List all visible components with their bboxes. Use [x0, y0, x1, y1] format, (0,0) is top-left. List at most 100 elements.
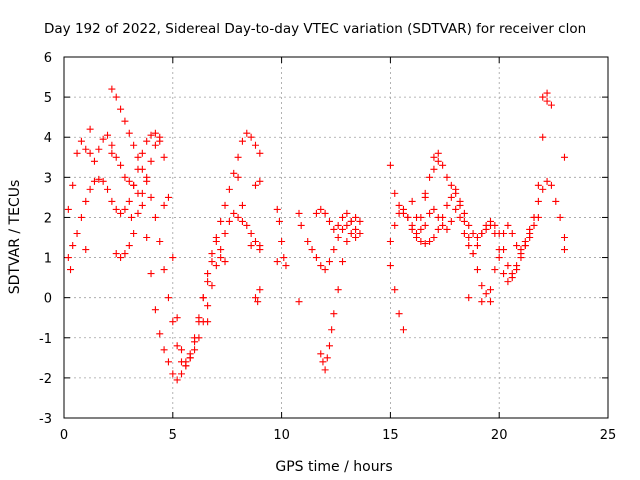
data-point	[273, 258, 281, 266]
data-point	[482, 290, 490, 298]
data-point	[426, 173, 434, 181]
data-point	[134, 209, 142, 217]
data-point	[73, 229, 81, 237]
data-point	[134, 153, 142, 161]
data-point	[212, 262, 220, 270]
data-point	[104, 131, 112, 139]
data-point	[243, 221, 251, 229]
data-point	[534, 213, 542, 221]
data-point	[86, 149, 94, 157]
data-point	[478, 229, 486, 237]
data-point	[504, 278, 512, 286]
data-point	[130, 181, 138, 189]
data-point	[443, 225, 451, 233]
data-point	[456, 197, 464, 205]
data-point	[212, 234, 220, 241]
x-tick-label: 15	[382, 428, 399, 443]
data-point	[530, 221, 538, 229]
data-point	[495, 254, 503, 262]
data-point	[230, 169, 238, 177]
data-point	[169, 370, 177, 378]
data-point	[334, 221, 342, 229]
data-point	[539, 185, 547, 193]
data-point	[430, 234, 438, 241]
data-point	[321, 266, 329, 274]
series-track-3	[108, 85, 225, 370]
data-point	[434, 157, 442, 165]
data-point	[247, 229, 255, 237]
data-point	[526, 229, 534, 237]
data-point	[164, 193, 172, 201]
data-point	[64, 205, 72, 213]
data-point	[560, 234, 568, 241]
data-point	[339, 258, 347, 266]
x-tick-label: 10	[273, 428, 290, 443]
data-point	[178, 346, 186, 354]
data-point	[275, 217, 283, 225]
data-point	[221, 258, 229, 266]
data-point	[225, 185, 233, 193]
data-point	[256, 149, 264, 157]
data-point	[295, 209, 303, 217]
series-track-5	[273, 205, 290, 270]
data-point	[204, 318, 212, 326]
data-point	[508, 270, 516, 278]
data-point	[408, 197, 416, 205]
data-point	[417, 238, 425, 246]
data-point	[90, 157, 98, 165]
data-point	[112, 205, 120, 213]
data-point	[234, 213, 242, 221]
data-point	[334, 286, 342, 294]
data-point	[317, 350, 325, 358]
data-point	[430, 205, 438, 213]
data-point	[164, 294, 172, 302]
grid-layer	[64, 57, 608, 418]
data-point	[247, 133, 255, 141]
data-point	[156, 330, 164, 338]
data-point	[112, 153, 120, 161]
data-point	[77, 213, 85, 221]
data-point	[486, 286, 494, 294]
data-point	[186, 354, 194, 362]
data-point	[112, 250, 120, 258]
data-point	[151, 129, 159, 137]
data-point	[469, 229, 477, 237]
data-point	[547, 101, 555, 109]
series-track-14	[421, 89, 568, 306]
data-point	[343, 221, 351, 229]
data-point	[404, 213, 412, 221]
data-point	[125, 197, 133, 205]
data-point	[447, 193, 455, 201]
data-point	[339, 213, 347, 221]
data-point	[82, 246, 90, 254]
data-point	[204, 270, 212, 278]
data-point	[491, 266, 499, 274]
data-point	[543, 177, 551, 185]
data-point	[217, 254, 225, 262]
data-point	[478, 298, 486, 306]
data-point	[160, 201, 168, 209]
data-point	[86, 125, 94, 133]
data-point	[238, 217, 246, 225]
data-point	[125, 242, 133, 250]
data-point	[343, 209, 351, 217]
series-track-13	[408, 197, 542, 278]
data-point	[443, 201, 451, 209]
data-point	[391, 286, 399, 294]
data-point	[347, 229, 355, 237]
data-point	[504, 262, 512, 270]
data-point	[297, 221, 305, 229]
series-track-9	[312, 205, 364, 237]
data-point	[117, 161, 125, 169]
data-point	[434, 149, 442, 157]
data-point	[73, 149, 81, 157]
data-point	[482, 221, 490, 229]
data-point	[330, 310, 338, 318]
data-point	[312, 254, 320, 262]
data-point	[69, 242, 77, 250]
y-tick-label: 5	[44, 91, 52, 106]
data-point	[452, 189, 460, 197]
data-point	[273, 205, 281, 213]
data-point	[156, 137, 164, 145]
